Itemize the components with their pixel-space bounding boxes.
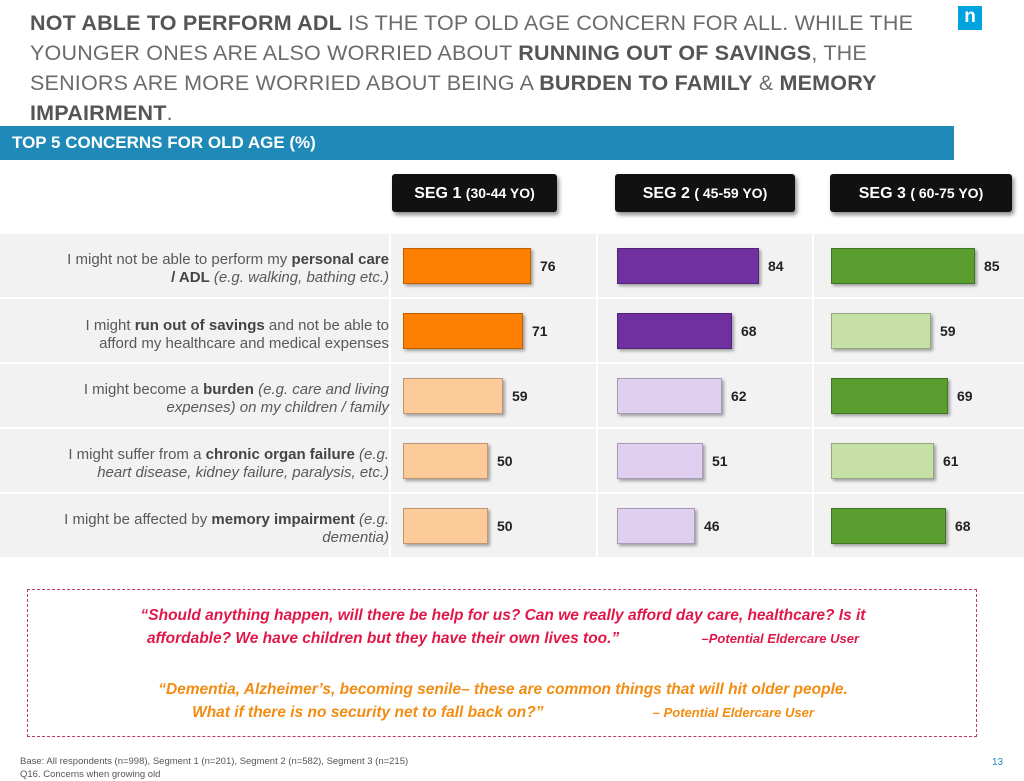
row-1-text-d: / ADL	[171, 269, 210, 286]
segment-3-age: ( 60-75 YO)	[910, 185, 984, 201]
value-label-seg1-row2: 71	[532, 323, 548, 339]
row-2-panel-0-bg	[0, 299, 389, 362]
bar-seg1-row1	[403, 248, 531, 284]
value-label-seg2-row1: 84	[768, 258, 784, 274]
value-label-seg2-row2: 68	[741, 323, 757, 339]
segment-1-label: SEG 1	[414, 185, 462, 202]
row-5-text-b: memory impairment	[211, 511, 355, 528]
quote-1-line-2: affordable? We have children but they ha…	[146, 630, 620, 647]
footer-notes: Base: All respondents (n=998), Segment 1…	[20, 755, 408, 781]
value-label-seg1-row3: 59	[512, 388, 528, 404]
segment-header-2: SEG 2 ( 45-59 YO)	[615, 174, 795, 212]
row-3-text-e: expenses) on my children / family	[166, 399, 389, 416]
value-label-seg2-row4: 51	[712, 453, 728, 469]
row-2-text-a: I might	[85, 317, 135, 334]
value-label-seg1-row5: 50	[497, 518, 513, 534]
bar-seg3-row2	[831, 313, 931, 349]
row-1-text-b: personal care	[291, 251, 389, 268]
value-label-seg3-row2: 59	[940, 323, 956, 339]
row-label-2: I might run out of savings and not be ab…	[0, 317, 389, 353]
row-label-5: I might be affected by memory impairment…	[0, 511, 389, 547]
row-2-text-b: run out of savings	[134, 317, 265, 334]
segment-2-age: ( 45-59 YO)	[694, 185, 768, 201]
bar-seg2-row3	[617, 378, 722, 414]
row-1-text-a: I might not be able to perform my	[67, 251, 292, 268]
headline-emph-3: RUNNING OUT OF SAVINGS	[518, 41, 812, 65]
headline-text-2: IS THE TOP OLD AGE CONCERN FOR ALL. WHIL…	[30, 11, 914, 65]
headline-emph-1: NOT ABLE TO PERFORM ADL	[30, 11, 342, 35]
headline-text-6: &	[752, 71, 780, 95]
bar-seg1-row2	[403, 313, 523, 349]
quote-2-line-2: What if there is no security net to fall…	[192, 704, 544, 721]
segment-3-label: SEG 3	[858, 185, 906, 202]
value-label-seg3-row4: 61	[943, 453, 959, 469]
row-4-text-c: (e.g.	[354, 446, 389, 463]
row-4-text-a: I might suffer from a	[68, 446, 206, 463]
value-label-seg2-row3: 62	[731, 388, 747, 404]
bar-seg1-row4	[403, 443, 488, 479]
bar-seg3-row3	[831, 378, 948, 414]
row-3-text-c: (e.g. care and living	[253, 381, 389, 398]
bar-seg1-row5	[403, 508, 488, 544]
row-3-text-a: I might become a	[83, 381, 204, 398]
row-2-text-e: afford my healthcare and medical expense…	[99, 335, 389, 352]
segment-2-label: SEG 2	[642, 185, 690, 202]
row-label-1: I might not be able to perform my person…	[0, 251, 389, 287]
quote-2-line-1: “Dementia, Alzheimer’s, becoming senile–…	[158, 681, 848, 698]
headline: NOT ABLE TO PERFORM ADL IS THE TOP OLD A…	[30, 8, 960, 128]
page-number: 13	[992, 757, 1004, 768]
row-5-text-a: I might be affected by	[64, 511, 212, 528]
quote-2: “Dementia, Alzheimer’s, becoming senile–…	[28, 678, 978, 724]
footer-base: Base: All respondents (n=998), Segment 1…	[20, 756, 409, 767]
bar-seg1-row3	[403, 378, 503, 414]
row-1-panel-0-bg	[0, 234, 389, 297]
bar-seg2-row5	[617, 508, 695, 544]
quote-1-attribution: –Potential Eldercare User	[701, 631, 860, 646]
brand-logo: n	[958, 6, 982, 30]
quotes-box: “Should anything happen, will there be h…	[27, 589, 977, 737]
quote-1-line-1: “Should anything happen, will there be h…	[140, 607, 866, 624]
footer-question: Q16. Concerns when growing old	[20, 769, 161, 780]
headline-text-8: .	[166, 101, 173, 125]
headline-emph-5: BURDEN TO FAMILY	[539, 71, 753, 95]
row-5-text-e: dementia)	[322, 529, 389, 546]
quote-1: “Should anything happen, will there be h…	[28, 604, 978, 650]
row-2-text-c: and not be able to	[264, 317, 389, 334]
row-5-text-c: (e.g.	[354, 511, 389, 528]
row-4-text-e: heart disease, kidney failure, paralysis…	[97, 464, 389, 481]
segment-1-age: (30-44 YO)	[465, 185, 535, 201]
bar-seg2-row1	[617, 248, 759, 284]
row-4-panel-0-bg	[0, 429, 389, 492]
bar-seg3-row5	[831, 508, 946, 544]
value-label-seg3-row1: 85	[984, 258, 1000, 274]
row-label-4: I might suffer from a chronic organ fail…	[0, 446, 389, 482]
bar-seg3-row4	[831, 443, 934, 479]
row-5-panel-0-bg	[0, 494, 389, 557]
value-label-seg2-row5: 46	[704, 518, 720, 534]
headline-emph-7: MEMORY IMPAIRMENT	[30, 71, 877, 125]
row-label-3: I might become a burden (e.g. care and l…	[0, 381, 389, 417]
value-label-seg3-row5: 68	[955, 518, 971, 534]
bar-seg3-row1	[831, 248, 975, 284]
section-title: TOP 5 CONCERNS FOR OLD AGE (%)	[0, 126, 954, 160]
headline-text-4: , THE SENIORS ARE MORE WORRIED ABOUT BEI…	[30, 41, 867, 95]
row-3-text-b: burden	[203, 381, 254, 398]
quote-2-attribution: – Potential Eldercare User	[652, 705, 814, 720]
row-1-text-e: (e.g. walking, bathing etc.)	[209, 269, 389, 286]
value-label-seg1-row4: 50	[497, 453, 513, 469]
bar-seg2-row2	[617, 313, 732, 349]
segment-header-3: SEG 3 ( 60-75 YO)	[830, 174, 1012, 212]
value-label-seg3-row3: 69	[957, 388, 973, 404]
segment-header-1: SEG 1 (30-44 YO)	[392, 174, 557, 212]
row-4-text-b: chronic organ failure	[205, 446, 355, 463]
bar-seg2-row4	[617, 443, 703, 479]
row-3-panel-0-bg	[0, 364, 389, 427]
value-label-seg1-row1: 76	[540, 258, 556, 274]
